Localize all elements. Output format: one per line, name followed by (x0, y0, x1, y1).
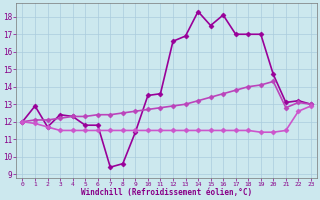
X-axis label: Windchill (Refroidissement éolien,°C): Windchill (Refroidissement éolien,°C) (81, 188, 252, 197)
